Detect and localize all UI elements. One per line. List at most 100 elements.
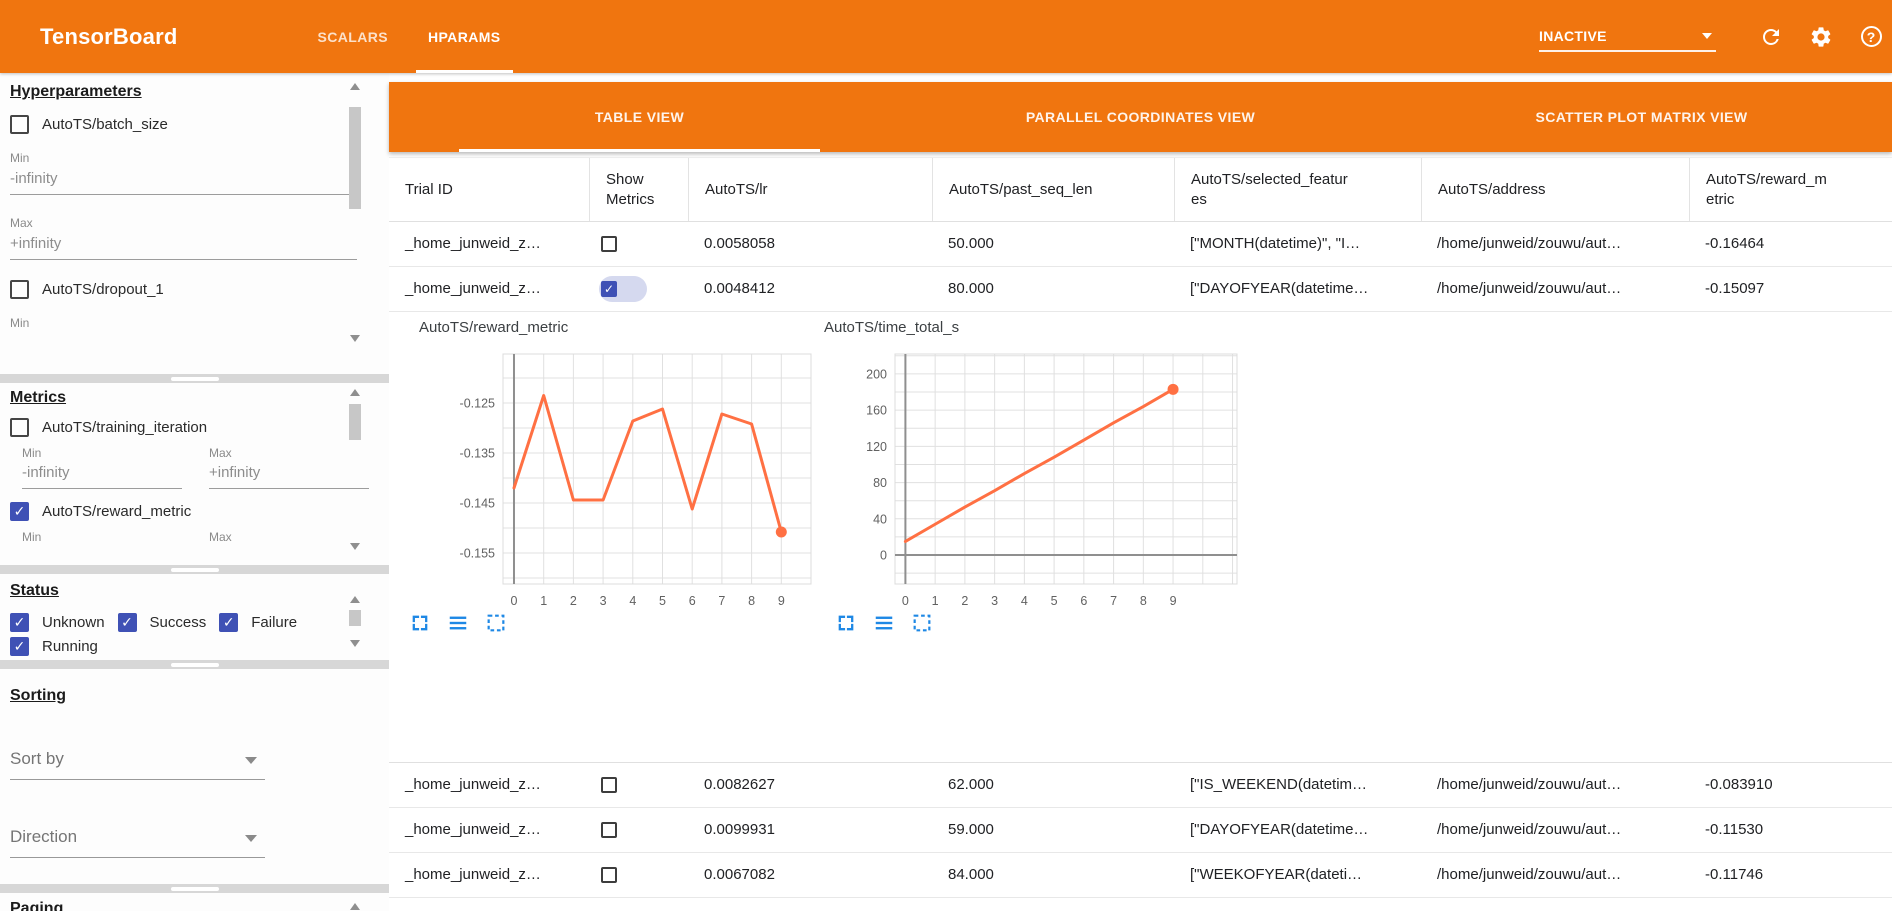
panel-resize-handle[interactable] [0, 374, 389, 383]
scroll-up-icon[interactable] [350, 903, 360, 910]
lr-cell: 0.0048412 [704, 280, 775, 297]
help-icon: ? [1860, 26, 1882, 47]
trial-id-cell: _home_junweid_z… [405, 776, 541, 793]
svg-text:-0.135: -0.135 [460, 447, 495, 461]
metric-label: AutoTS/reward_metric [42, 503, 192, 520]
metric-reward-metric-checkbox-row[interactable]: AutoTS/reward_metric [10, 502, 389, 521]
svg-text:2: 2 [570, 594, 577, 608]
trial-id-cell: _home_junweid_z… [405, 280, 541, 297]
scroll-up-icon[interactable] [350, 83, 360, 90]
svg-text:-0.145: -0.145 [460, 497, 495, 511]
fullscreen-icon[interactable] [835, 612, 857, 634]
column-header-show-metrics[interactable]: Show Metrics [589, 158, 688, 221]
time-total-line-chart: 200 160 120 80 40 0 0 1 2 3 4 5 6 7 8 9 [820, 342, 1252, 619]
scroll-up-icon[interactable] [350, 389, 360, 396]
status-dropdown-value: INACTIVE [1539, 27, 1607, 44]
min-input[interactable]: -infinity [22, 464, 182, 489]
checkbox-icon [10, 115, 29, 134]
line-chart-svg: -0.125 -0.135 -0.145 -0.155 0 1 2 3 4 5 6 7 8 9 [460, 353, 812, 608]
column-header-selected-features[interactable]: AutoTS/selected_features [1174, 158, 1421, 221]
past-seq-len-cell: 84.000 [948, 866, 994, 883]
data-rows-icon[interactable] [873, 612, 895, 634]
data-rows-icon[interactable] [447, 612, 469, 634]
status-dropdown[interactable]: INACTIVE [1539, 22, 1716, 52]
status-option-unknown[interactable]: Unknown [10, 613, 105, 632]
lr-cell: 0.0067082 [704, 866, 775, 883]
tab-scatter-plot-matrix-view[interactable]: SCATTER PLOT MATRIX VIEW [1535, 109, 1748, 125]
svg-text:-0.125: -0.125 [460, 397, 495, 411]
expanded-metrics-panel: AutoTS/reward_metric -0.125 -0.135 -0.145-… [389, 312, 1892, 763]
chart-toolbar [409, 612, 507, 634]
scrollbar-thumb[interactable] [349, 610, 361, 626]
selection-box-icon[interactable] [911, 612, 933, 634]
hparam-dropout-checkbox-row[interactable]: AutoTS/dropout_1 [10, 280, 389, 299]
checkbox-icon [10, 502, 29, 521]
svg-text:3: 3 [600, 594, 607, 608]
tab-scalars[interactable]: SCALARS [317, 28, 388, 45]
refresh-button[interactable] [1758, 24, 1784, 50]
chart-title: AutoTS/time_total_s [824, 319, 960, 336]
hyperparameters-scrollbar [349, 73, 361, 374]
metric-training-iteration-checkbox-row[interactable]: AutoTS/training_iteration [10, 418, 389, 437]
max-field-label: Max [10, 216, 33, 230]
column-header-trial-id[interactable]: Trial ID [405, 180, 453, 198]
tab-table-view[interactable]: TABLE VIEW [389, 82, 890, 152]
panel-resize-handle[interactable] [0, 884, 389, 893]
scroll-up-icon[interactable] [350, 596, 360, 603]
selection-box-icon[interactable] [485, 612, 507, 634]
max-input[interactable]: +infinity [10, 235, 357, 260]
panel-resize-handle[interactable] [0, 565, 389, 574]
column-header-reward-metric[interactable]: AutoTS/reward_metric [1689, 158, 1892, 221]
show-metrics-checkbox[interactable] [601, 822, 617, 838]
status-option-running[interactable]: Running [10, 637, 98, 656]
svg-text:120: 120 [866, 440, 887, 454]
scroll-down-icon[interactable] [350, 640, 360, 647]
show-metrics-checkbox[interactable] [601, 777, 617, 793]
svg-text:7: 7 [1110, 594, 1117, 608]
fullscreen-icon[interactable] [409, 612, 431, 634]
scrollbar-thumb[interactable] [349, 404, 361, 440]
checkbox-icon [10, 613, 29, 632]
panel-resize-handle[interactable] [0, 660, 389, 669]
selected-features-cell: ["MONTH(datetime)", "I… [1190, 235, 1361, 252]
help-button[interactable]: ? [1858, 24, 1884, 50]
checkbox-icon [117, 613, 137, 632]
metrics-scrollbar [349, 383, 361, 565]
scroll-down-icon[interactable] [350, 335, 360, 342]
selected-features-cell: ["WEEKOFYEAR(dateti… [1190, 866, 1363, 883]
max-field-label: Max [209, 446, 232, 460]
direction-select[interactable]: Direction [10, 827, 265, 858]
settings-button[interactable] [1808, 24, 1834, 50]
show-metrics-checkbox[interactable]: ✓ [601, 281, 617, 297]
column-header-past-seq-len[interactable]: AutoTS/past_seq_len [932, 158, 1174, 221]
table-header-row: Trial ID Show Metrics AutoTS/lr AutoTS/p… [389, 157, 1892, 222]
min-field-label: Min [10, 151, 30, 165]
hyperparameters-title: Hyperparameters [10, 83, 142, 100]
hparam-batch-size-checkbox-row[interactable]: AutoTS/batch_size [10, 115, 389, 134]
trial-id-cell: _home_junweid_z… [405, 235, 541, 252]
svg-text:-0.155: -0.155 [460, 547, 495, 561]
hparam-label: AutoTS/dropout_1 [42, 281, 164, 298]
min-input[interactable]: -infinity [10, 170, 357, 195]
checkbox-icon [10, 280, 29, 299]
reward-metric-cell: -0.11530 [1705, 821, 1764, 838]
selected-features-cell: ["IS_WEEKEND(datetim… [1190, 776, 1368, 793]
sort-by-select[interactable]: Sort by [10, 749, 265, 780]
status-option-failure[interactable]: Failure [219, 613, 297, 632]
show-metrics-checkbox[interactable] [601, 867, 617, 883]
scroll-down-icon[interactable] [350, 543, 360, 550]
past-seq-len-cell: 62.000 [948, 776, 994, 793]
line-chart-svg: 200 160 120 80 40 0 0 1 2 3 4 5 6 7 8 9 [866, 353, 1238, 608]
tab-hparams[interactable]: HPARAMS [408, 0, 521, 73]
show-metrics-checkbox[interactable] [601, 236, 617, 252]
column-header-lr[interactable]: AutoTS/lr [688, 158, 932, 221]
metric-label: AutoTS/training_iteration [42, 419, 208, 436]
sorting-title: Sorting [10, 687, 66, 704]
column-header-address[interactable]: AutoTS/address [1421, 158, 1689, 221]
trial-id-cell: _home_junweid_z… [405, 821, 541, 838]
status-option-success[interactable]: Success [117, 613, 206, 632]
tab-parallel-coordinates-view[interactable]: PARALLEL COORDINATES VIEW [1025, 109, 1256, 125]
gear-icon [1811, 26, 1831, 47]
scrollbar-thumb[interactable] [349, 107, 361, 209]
max-input[interactable]: +infinity [209, 464, 369, 489]
